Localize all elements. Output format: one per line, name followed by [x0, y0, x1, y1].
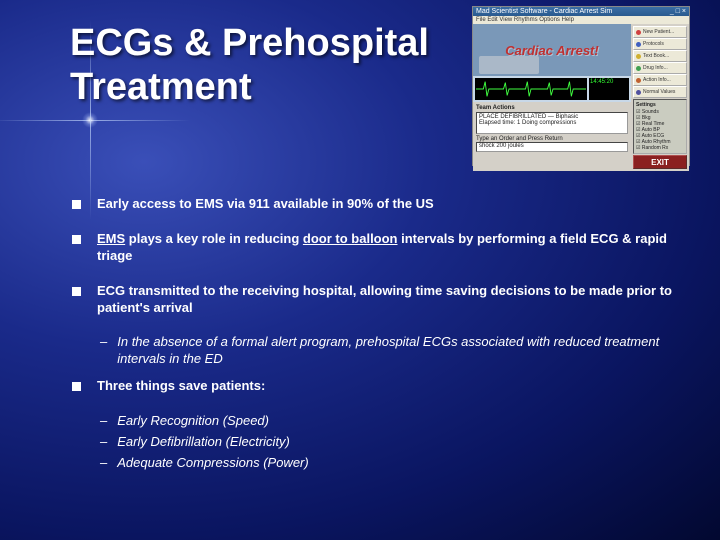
settings-check: ☑ Random Rx — [636, 145, 684, 151]
bullet-marker — [72, 382, 81, 391]
sub-bullet: –Adequate Compressions (Power) — [100, 455, 674, 472]
button-icon — [636, 54, 641, 59]
button-icon — [636, 78, 641, 83]
settings-box: Settings ☑ Sounds☑ Bkg☑ Real Time☑ Auto … — [633, 99, 687, 154]
bullet-item: ECG transmitted to the receiving hospita… — [72, 283, 674, 317]
bullet-item: EMS plays a key role in reducing door to… — [72, 231, 674, 265]
window-titlebar: Mad Scientist Software - Cardiac Arrest … — [473, 7, 689, 16]
button-label: Drug Info... — [643, 65, 668, 71]
bullet-marker — [72, 200, 81, 209]
button-label: Normal Values — [643, 89, 675, 95]
button-icon — [636, 30, 641, 35]
sub-dash: – — [100, 413, 107, 430]
side-button: Protocols — [633, 38, 687, 50]
title-line-1: ECGs & Prehospital — [70, 22, 429, 66]
sub-dash: – — [100, 434, 107, 451]
side-button: Text Book... — [633, 50, 687, 62]
bullet-text: Early access to EMS via 911 available in… — [97, 196, 674, 213]
ecg-trace — [475, 78, 587, 100]
window-controls: _ □ × — [670, 8, 686, 15]
button-label: Protocols — [643, 41, 664, 47]
bullet-marker — [72, 287, 81, 296]
side-button: Drug Info... — [633, 62, 687, 74]
button-icon — [636, 90, 641, 95]
button-label: New Patient... — [643, 29, 674, 35]
log-panel: Team Actions PLACE DEFIBRILLATED — Bipha… — [473, 102, 631, 171]
side-panel: New Patient... Protocols Text Book... Drug … — [631, 24, 689, 171]
sub-dash: – — [100, 334, 107, 368]
button-icon — [636, 66, 641, 71]
exit-button: EXIT — [633, 155, 687, 169]
order-input: shock 200 joules — [476, 142, 628, 152]
sub-text: Early Recognition (Speed) — [117, 413, 674, 430]
sub-text: Adequate Compressions (Power) — [117, 455, 674, 472]
button-label: Action Info... — [643, 77, 671, 83]
side-button: Action Info... — [633, 74, 687, 86]
sub-bullet: –Early Defibrillation (Electricity) — [100, 434, 674, 451]
window-title: Mad Scientist Software - Cardiac Arrest … — [476, 8, 612, 15]
bullet-text: ECG transmitted to the receiving hospita… — [97, 283, 674, 317]
bullet-text: EMS plays a key role in reducing door to… — [97, 231, 674, 265]
bullet-text: Three things save patients: — [97, 378, 674, 395]
sub-text: In the absence of a formal alert program… — [117, 334, 674, 368]
ecg-readout: 14:45:20 — [589, 78, 629, 100]
menu-bar: File Edit View Rhythms Options Help — [473, 16, 689, 24]
bullet-item: Three things save patients: — [72, 378, 674, 395]
banner: Cardiac Arrest! — [473, 24, 631, 76]
log-box: PLACE DEFIBRILLATED — Biphasic Elapsed t… — [476, 112, 628, 134]
bullet-marker — [72, 235, 81, 244]
title-line-2: Treatment — [70, 66, 429, 110]
sub-bullet: –Early Recognition (Speed) — [100, 413, 674, 430]
slide-title: ECGs & Prehospital Treatment — [70, 22, 429, 109]
button-icon — [636, 42, 641, 47]
button-label: Text Book... — [643, 53, 669, 59]
sub-text: Early Defibrillation (Electricity) — [117, 434, 674, 451]
bullet-list: Early access to EMS via 911 available in… — [72, 196, 674, 482]
bullet-item: Early access to EMS via 911 available in… — [72, 196, 674, 213]
sub-dash: – — [100, 455, 107, 472]
side-button: New Patient... — [633, 26, 687, 38]
side-button: Normal Values — [633, 86, 687, 98]
app-screenshot: Mad Scientist Software - Cardiac Arrest … — [472, 6, 690, 166]
sub-bullet: –In the absence of a formal alert progra… — [100, 334, 674, 368]
patient-illustration — [479, 56, 539, 74]
